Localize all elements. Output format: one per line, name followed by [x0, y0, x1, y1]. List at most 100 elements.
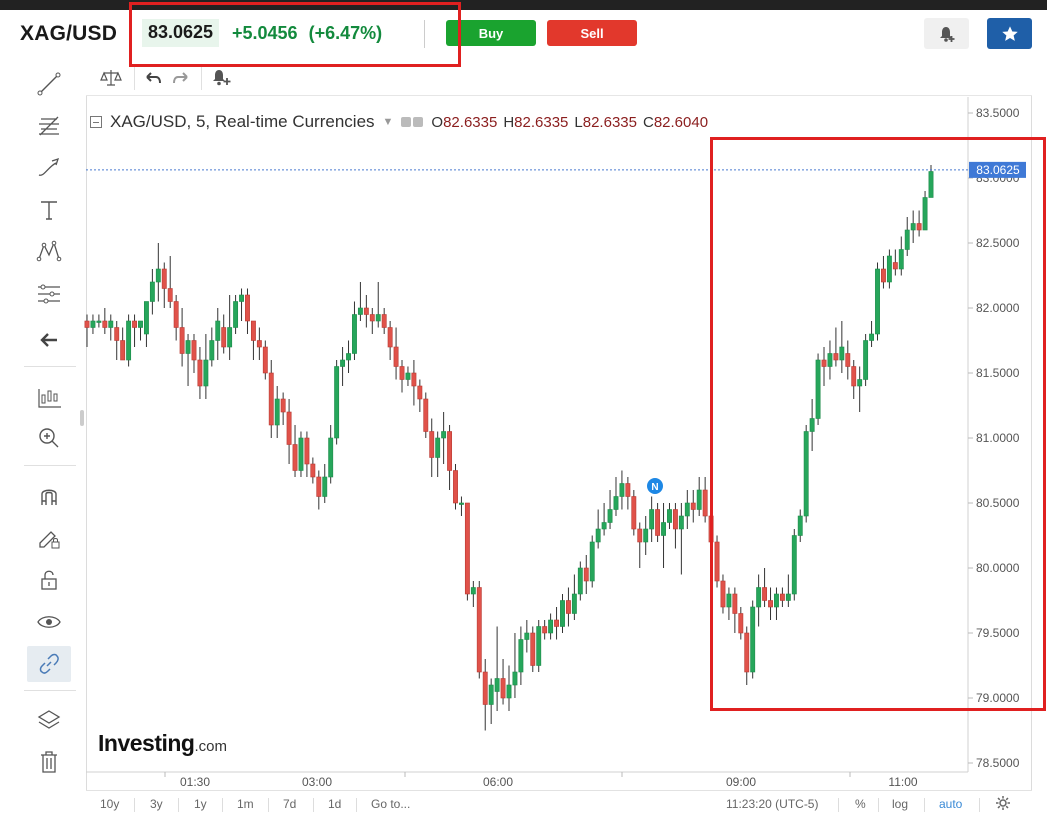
- candle: [738, 607, 744, 640]
- add-alert-icon: [213, 70, 231, 86]
- candle: [577, 561, 583, 601]
- candle: [803, 425, 809, 523]
- candle-body: [482, 671, 488, 705]
- candle-body: [459, 502, 464, 505]
- add-alert-button[interactable]: [924, 18, 969, 49]
- range-1y[interactable]: 1y: [194, 797, 207, 811]
- candle: [322, 464, 328, 503]
- log-toggle[interactable]: log: [892, 797, 909, 811]
- text-tool[interactable]: [27, 192, 71, 228]
- candle-body: [488, 684, 494, 705]
- trash-icon: [41, 751, 57, 773]
- candle: [809, 399, 815, 451]
- candle: [916, 210, 922, 237]
- candle-body: [143, 301, 149, 335]
- visibility-tool[interactable]: [27, 604, 71, 640]
- candle: [839, 321, 845, 373]
- candle: [405, 366, 411, 386]
- candle-body: [411, 372, 417, 387]
- news-marker-text: N: [651, 482, 658, 493]
- range-divider: [924, 798, 925, 812]
- measure-tool[interactable]: [27, 276, 71, 312]
- candle-body: [363, 307, 369, 315]
- candle: [250, 320, 256, 360]
- toolbar-divider: [24, 465, 76, 466]
- lock-drawings-tool[interactable]: [27, 520, 71, 556]
- candle: [542, 620, 548, 640]
- candle-body: [292, 444, 298, 471]
- candle: [667, 503, 672, 529]
- gear-icon[interactable]: [413, 117, 424, 127]
- chevron-down-icon[interactable]: ▼: [382, 116, 394, 128]
- remove-drawings-tool[interactable]: [27, 744, 71, 780]
- candle: [922, 191, 928, 231]
- hide-toolbar-button[interactable]: [27, 322, 71, 358]
- last-price-axis-text: 83.0625: [976, 163, 1020, 177]
- compare-button[interactable]: [96, 65, 126, 91]
- eye-icon: [37, 616, 61, 628]
- star-icon: [1001, 25, 1018, 41]
- candle-body: [310, 463, 316, 478]
- candle: [714, 535, 720, 588]
- redo-button[interactable]: [168, 65, 194, 91]
- trend-line-tool[interactable]: [27, 66, 71, 102]
- settings-icon[interactable]: [401, 117, 412, 127]
- candle-body: [779, 593, 785, 601]
- candle: [143, 301, 149, 347]
- indicators-tool[interactable]: [27, 380, 71, 416]
- fib-tool[interactable]: [27, 108, 71, 144]
- news-marker[interactable]: N: [647, 478, 663, 494]
- unlock-tool[interactable]: [27, 562, 71, 598]
- sync-drawings-tool[interactable]: [27, 646, 71, 682]
- candle: [857, 366, 863, 412]
- candle: [565, 587, 571, 627]
- change-value: +5.0456: [232, 23, 298, 43]
- buy-button[interactable]: Buy: [446, 20, 536, 46]
- candle-body: [803, 431, 809, 517]
- object-tree-tool[interactable]: [27, 702, 71, 738]
- magnet-tool[interactable]: [27, 478, 71, 514]
- goto-button[interactable]: Go to...: [371, 797, 411, 811]
- candle: [256, 327, 262, 360]
- zoom-tool[interactable]: [27, 420, 71, 456]
- candle-body: [821, 359, 827, 367]
- candle-body: [655, 509, 661, 536]
- watchlist-button[interactable]: [987, 18, 1032, 49]
- candle-body: [536, 626, 542, 666]
- candle-body: [453, 470, 458, 504]
- candle-body: [774, 593, 779, 608]
- candle: [726, 587, 732, 620]
- candle: [554, 607, 559, 640]
- range-1d[interactable]: 1d: [328, 797, 342, 811]
- clock-readout[interactable]: 11:23:20 (UTC-5): [726, 797, 819, 811]
- range-7d[interactable]: 7d: [283, 797, 297, 811]
- candle-body: [827, 353, 833, 367]
- range-3y[interactable]: 3y: [150, 797, 163, 811]
- range-divider: [979, 798, 980, 812]
- range-1m[interactable]: 1m: [237, 797, 254, 811]
- candle: [203, 334, 209, 399]
- candle: [453, 464, 458, 510]
- pane-resize-handle[interactable]: [80, 410, 84, 426]
- chart-settings-button[interactable]: [995, 795, 1011, 814]
- legend-title[interactable]: XAG/USD, 5, Real-time Currencies: [110, 112, 375, 131]
- candle-body: [417, 385, 423, 400]
- chart-alert-button[interactable]: [206, 65, 236, 91]
- range-10y[interactable]: 10y: [100, 797, 120, 811]
- price-tick-label: 80.0000: [976, 561, 1020, 575]
- undo-button[interactable]: [140, 65, 166, 91]
- pattern-tool[interactable]: [27, 234, 71, 270]
- auto-toggle[interactable]: auto: [939, 797, 963, 811]
- percent-toggle[interactable]: %: [855, 797, 866, 811]
- candle-body: [720, 580, 726, 608]
- candle: [268, 360, 274, 438]
- candle: [684, 490, 690, 529]
- sell-button[interactable]: Sell: [547, 20, 637, 46]
- candle: [375, 282, 381, 328]
- candle: [560, 594, 565, 633]
- price-tick-label: 82.5000: [976, 236, 1020, 250]
- collapse-legend-icon[interactable]: [90, 116, 102, 128]
- brush-tool[interactable]: [27, 150, 71, 186]
- range-divider: [838, 798, 839, 812]
